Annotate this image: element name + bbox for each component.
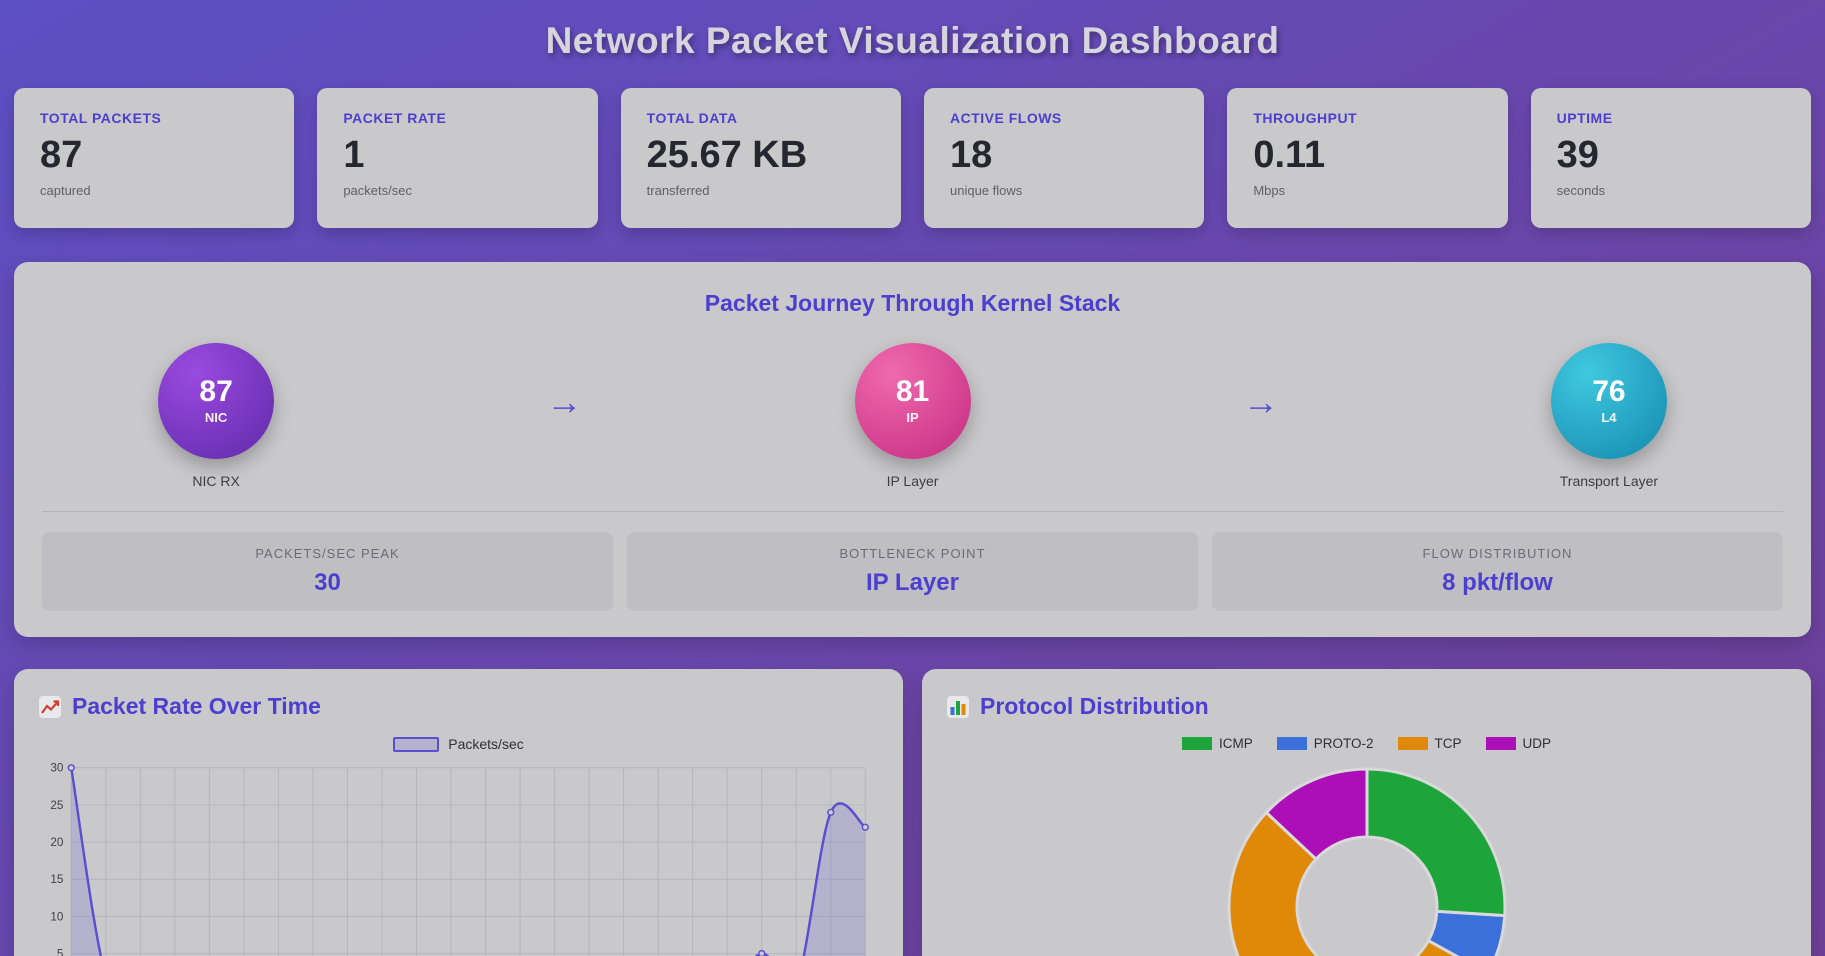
- svg-text:30: 30: [50, 762, 64, 775]
- substat-packets-sec-peak: PACKETS/SEC PEAK 30: [42, 532, 613, 611]
- stat-label: PACKET RATE: [343, 110, 447, 126]
- doughnut-canvas[interactable]: [1217, 757, 1517, 956]
- transport-stage-abbrev: L4: [1601, 410, 1617, 425]
- stat-card-throughput: THROUGHPUT 0.11 Mbps: [1227, 88, 1508, 228]
- stat-label: THROUGHPUT: [1253, 110, 1358, 126]
- stat-label: ACTIVE FLOWS: [950, 110, 1062, 126]
- journey-stage-ip: 81 IP IP Layer: [738, 343, 1086, 489]
- packet-rate-chart-card: Packet Rate Over Time Packets/sec 30 25 20…: [14, 669, 903, 956]
- legend-item-tcp[interactable]: TCP: [1397, 736, 1462, 751]
- nic-stage-abbrev: NIC: [204, 410, 228, 425]
- line-chart-legend[interactable]: Packets/sec: [38, 736, 879, 752]
- legend-item-proto-2[interactable]: PROTO-2: [1276, 736, 1374, 751]
- stat-value: 18: [950, 134, 993, 176]
- svg-text:25: 25: [50, 799, 64, 812]
- packet-journey-panel: Packet Journey Through Kernel Stack 87 N…: [14, 262, 1811, 637]
- nic-stage-circle: 87 NIC: [158, 343, 275, 459]
- doughnut-wrap: [946, 757, 1787, 956]
- stat-subtitle: seconds: [1556, 183, 1606, 198]
- stat-value: 25.67 KB: [646, 134, 808, 176]
- legend-label: PROTO-2: [1313, 736, 1374, 751]
- stat-label: TOTAL PACKETS: [40, 110, 162, 126]
- stat-card-active-flows: ACTIVE FLOWS 18 unique flows: [924, 88, 1205, 228]
- stat-card-total-packets: TOTAL PACKETS 87 captured: [14, 88, 295, 228]
- bar-chart-icon: [946, 695, 970, 719]
- stat-value: 0.11: [1253, 134, 1326, 176]
- svg-text:5: 5: [57, 947, 64, 956]
- substat-value: IP Layer: [866, 569, 959, 596]
- ip-stage-abbrev: IP: [906, 410, 919, 425]
- svg-text:20: 20: [50, 836, 64, 849]
- page-title: Network Packet Visualization Dashboard: [545, 20, 1280, 61]
- ip-stage-label: IP Layer: [886, 473, 939, 489]
- journey-stages: 87 NIC NIC RX → 81 IP IP Layer → 76 L4 T…: [42, 343, 1783, 489]
- legend-swatch-packets-sec: [393, 736, 440, 752]
- stat-value: 87: [40, 134, 83, 176]
- dashboard-header: Network Packet Visualization Dashboard: [0, 0, 1825, 88]
- nic-packet-count: 87: [199, 375, 233, 408]
- journey-stage-transport: 76 L4 Transport Layer: [1435, 343, 1783, 489]
- ip-packet-count: 81: [895, 375, 930, 408]
- ip-stage-circle: 81 IP: [854, 343, 971, 459]
- substat-label: PACKETS/SEC PEAK: [255, 546, 400, 561]
- stat-card-packet-rate: PACKET RATE 1 packets/sec: [317, 88, 598, 228]
- packet-rate-chart-title: Packet Rate Over Time: [38, 693, 879, 720]
- stat-card-total-data: TOTAL DATA 25.67 KB transferred: [620, 88, 901, 228]
- transport-stage-circle: 76 L4: [1550, 343, 1667, 459]
- legend-label: TCP: [1434, 736, 1462, 751]
- stats-grid: TOTAL PACKETS 87 captured PACKET RATE 1 …: [0, 88, 1825, 228]
- legend-label: UDP: [1522, 736, 1552, 751]
- legend-swatch-tcp: [1397, 737, 1428, 750]
- substat-label: FLOW DISTRIBUTION: [1422, 546, 1573, 561]
- line-chart-icon: [38, 695, 62, 719]
- stat-card-uptime: UPTIME 39 seconds: [1530, 88, 1811, 228]
- legend-swatch-udp: [1485, 737, 1516, 750]
- charts-row: Packet Rate Over Time Packets/sec 30 25 20…: [14, 669, 1811, 956]
- protocol-distribution-title: Protocol Distribution: [946, 693, 1787, 720]
- stat-value: 1: [343, 134, 365, 176]
- chart-title-text: Packet Rate Over Time: [72, 693, 321, 719]
- transport-packet-count: 76: [1592, 375, 1626, 408]
- legend-label: Packets/sec: [448, 736, 524, 752]
- stat-subtitle: captured: [40, 183, 91, 198]
- journey-stage-nic: 87 NIC NIC RX: [42, 343, 390, 489]
- svg-text:10: 10: [50, 910, 64, 923]
- chart-title-text: Protocol Distribution: [980, 693, 1209, 719]
- svg-text:15: 15: [50, 873, 64, 886]
- journey-title: Packet Journey Through Kernel Stack: [704, 290, 1121, 316]
- line-chart-canvas[interactable]: 30 25 20 15 10 5: [38, 758, 879, 956]
- substat-label: BOTTLENECK POINT: [839, 546, 986, 561]
- stat-subtitle: transferred: [646, 183, 710, 198]
- legend-swatch-proto-2: [1276, 737, 1307, 750]
- protocol-legend: ICMP PROTO-2 TCP UDP: [946, 736, 1787, 751]
- nic-stage-label: NIC RX: [192, 473, 240, 489]
- substat-value: 30: [314, 569, 341, 596]
- stat-subtitle: packets/sec: [343, 183, 412, 198]
- stat-label: TOTAL DATA: [646, 110, 738, 126]
- protocol-distribution-card: Protocol Distribution ICMP PROTO-2 TCP: [922, 669, 1811, 956]
- legend-item-udp[interactable]: UDP: [1485, 736, 1552, 751]
- transport-stage-label: Transport Layer: [1559, 473, 1659, 489]
- journey-substats: PACKETS/SEC PEAK 30 BOTTLENECK POINT IP …: [42, 532, 1783, 611]
- stat-subtitle: unique flows: [950, 183, 1023, 198]
- legend-label: ICMP: [1218, 736, 1253, 751]
- stat-label: UPTIME: [1556, 110, 1613, 126]
- stat-value: 39: [1556, 134, 1599, 176]
- substat-flow-distribution: FLOW DISTRIBUTION 8 pkt/flow: [1212, 532, 1783, 611]
- substat-bottleneck-point: BOTTLENECK POINT IP Layer: [627, 532, 1198, 611]
- substat-value: 8 pkt/flow: [1442, 569, 1553, 596]
- legend-swatch-icmp: [1181, 737, 1212, 750]
- legend-item-icmp[interactable]: ICMP: [1181, 736, 1253, 751]
- flow-arrow-icon: →: [546, 381, 583, 422]
- flow-arrow-icon: →: [1242, 381, 1279, 422]
- stat-subtitle: Mbps: [1253, 183, 1286, 198]
- journey-divider: [42, 511, 1783, 512]
